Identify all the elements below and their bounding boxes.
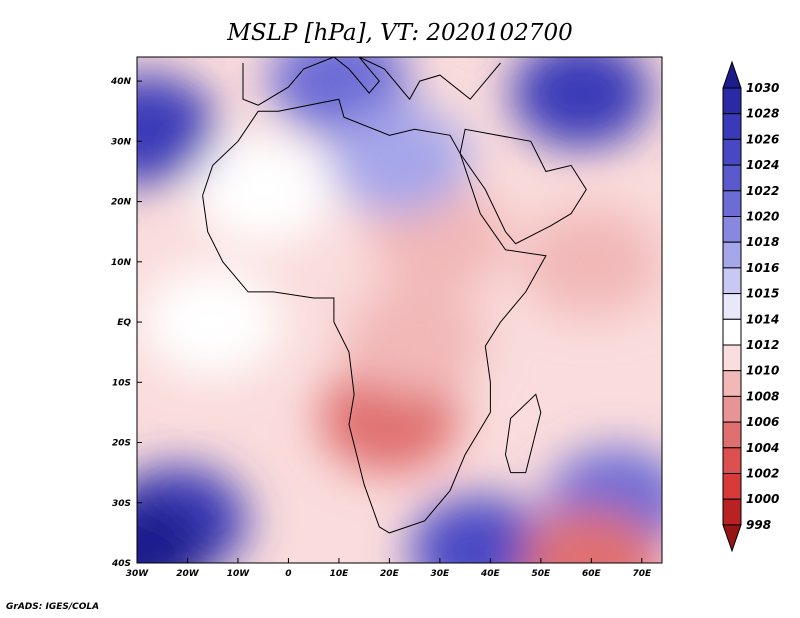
x-tick-label: 30W bbox=[126, 569, 150, 579]
pressure-field bbox=[137, 57, 662, 563]
y-tick-label: EQ bbox=[117, 318, 131, 328]
x-tick-label: 10W bbox=[227, 569, 251, 579]
colorbar-segment bbox=[722, 370, 742, 397]
europe-coastline bbox=[242, 57, 501, 106]
y-tick-label: 20N bbox=[111, 198, 132, 208]
colorbar-segment bbox=[722, 138, 742, 166]
field-south-atlantic-west bbox=[137, 495, 207, 563]
colorbar-segment bbox=[722, 216, 742, 243]
arabia-coastline bbox=[459, 128, 587, 245]
colorbar-segment bbox=[722, 421, 742, 449]
madagascar-coastline bbox=[504, 393, 542, 474]
field-central-africa bbox=[344, 285, 485, 396]
x-tick-label: 20W bbox=[176, 569, 200, 579]
plot-frame bbox=[136, 56, 663, 564]
colorbar-label: 1006 bbox=[746, 415, 779, 429]
colorbar-bottom-triangle bbox=[722, 524, 742, 553]
colorbar-label: 1014 bbox=[746, 312, 779, 326]
field-south-africa-east-high bbox=[410, 495, 551, 563]
colorbar-segment bbox=[722, 113, 742, 140]
colorbar-label: 1026 bbox=[746, 132, 779, 146]
credit-label: GrADS: IGES/COLA bbox=[6, 602, 100, 612]
y-tick-label: 20S bbox=[112, 439, 131, 449]
colorbar-segment bbox=[722, 190, 742, 218]
y-tick-label: 30S bbox=[112, 499, 131, 509]
colorbar-segment bbox=[722, 164, 742, 192]
colorbar-label: 1018 bbox=[746, 235, 779, 249]
colorbar-segment bbox=[722, 344, 742, 372]
coastlines bbox=[202, 57, 587, 534]
x-tick-label: 70E bbox=[632, 569, 652, 579]
colorbar-segment bbox=[722, 293, 742, 320]
x-tick-label: 30E bbox=[431, 569, 451, 579]
x-tick-label: 0 bbox=[285, 569, 291, 579]
colorbar-label: 1010 bbox=[746, 364, 779, 378]
field-azores-high bbox=[137, 74, 218, 185]
y-tick-label: 40S bbox=[111, 559, 131, 569]
x-axis: 30W 20W 10W 0 10E 20E 30E 40E 50E 60E 70E bbox=[126, 558, 652, 579]
colorbar-segment bbox=[722, 318, 742, 346]
africa-coastline bbox=[202, 98, 547, 534]
colorbar-label: 1015 bbox=[746, 287, 779, 301]
colorbar-top-triangle bbox=[722, 60, 742, 89]
field-tropical-atlantic bbox=[142, 267, 283, 378]
y-tick-label: 10N bbox=[111, 258, 132, 268]
plot-area: 30W 20W 10W 0 10E 20E 30E 40E 50E 60E 70E 40N 30N 20… bbox=[110, 56, 663, 579]
field-southern-ocean-low bbox=[521, 508, 662, 563]
field-central-asia-high bbox=[511, 57, 652, 149]
x-tick-label: 20E bbox=[380, 569, 400, 579]
colorbar-label: 1000 bbox=[746, 492, 779, 506]
colorbar: 1030 1028 1026 1024 1022 1020 1018 1016 1015 1014… bbox=[722, 60, 779, 553]
y-axis: 40N 30N 20N 10N EQ 10S 20S 30S 40S bbox=[110, 77, 142, 569]
colorbar-label: 1024 bbox=[746, 158, 779, 172]
field-sahara-west bbox=[193, 134, 334, 245]
colorbar-label: 1002 bbox=[746, 467, 779, 481]
colorbar-segment bbox=[722, 395, 742, 423]
colorbar-label: 1004 bbox=[746, 441, 779, 455]
colorbar-label: 1028 bbox=[746, 107, 779, 121]
x-tick-label: 10E bbox=[330, 569, 350, 579]
field-arabian-sea bbox=[521, 206, 662, 317]
colorbar-segment bbox=[722, 498, 742, 526]
colorbar-label: 998 bbox=[746, 518, 771, 532]
colorbar-segment bbox=[722, 267, 742, 295]
y-tick-label: 30N bbox=[111, 137, 132, 147]
colorbar-segment bbox=[722, 87, 742, 115]
colorbar-segment bbox=[722, 241, 742, 269]
y-tick-label: 40N bbox=[110, 77, 132, 87]
colorbar-label: 1016 bbox=[746, 261, 779, 275]
colorbar-label: 1012 bbox=[746, 338, 779, 352]
colorbar-label: 1008 bbox=[746, 389, 779, 403]
colorbar-label: 1022 bbox=[746, 184, 779, 198]
x-tick-label: 60E bbox=[582, 569, 602, 579]
colorbar-label: 1020 bbox=[746, 210, 779, 224]
y-tick-label: 10S bbox=[112, 378, 131, 388]
colorbar-segment bbox=[722, 447, 742, 474]
x-tick-label: 50E bbox=[532, 569, 552, 579]
x-tick-label: 40E bbox=[480, 569, 501, 579]
colorbar-segment bbox=[722, 473, 742, 500]
field-libya-high bbox=[329, 104, 470, 215]
chart-title: MSLP [hPa], VT: 2020102700 bbox=[226, 20, 572, 46]
colorbar-label: 1030 bbox=[746, 81, 779, 95]
